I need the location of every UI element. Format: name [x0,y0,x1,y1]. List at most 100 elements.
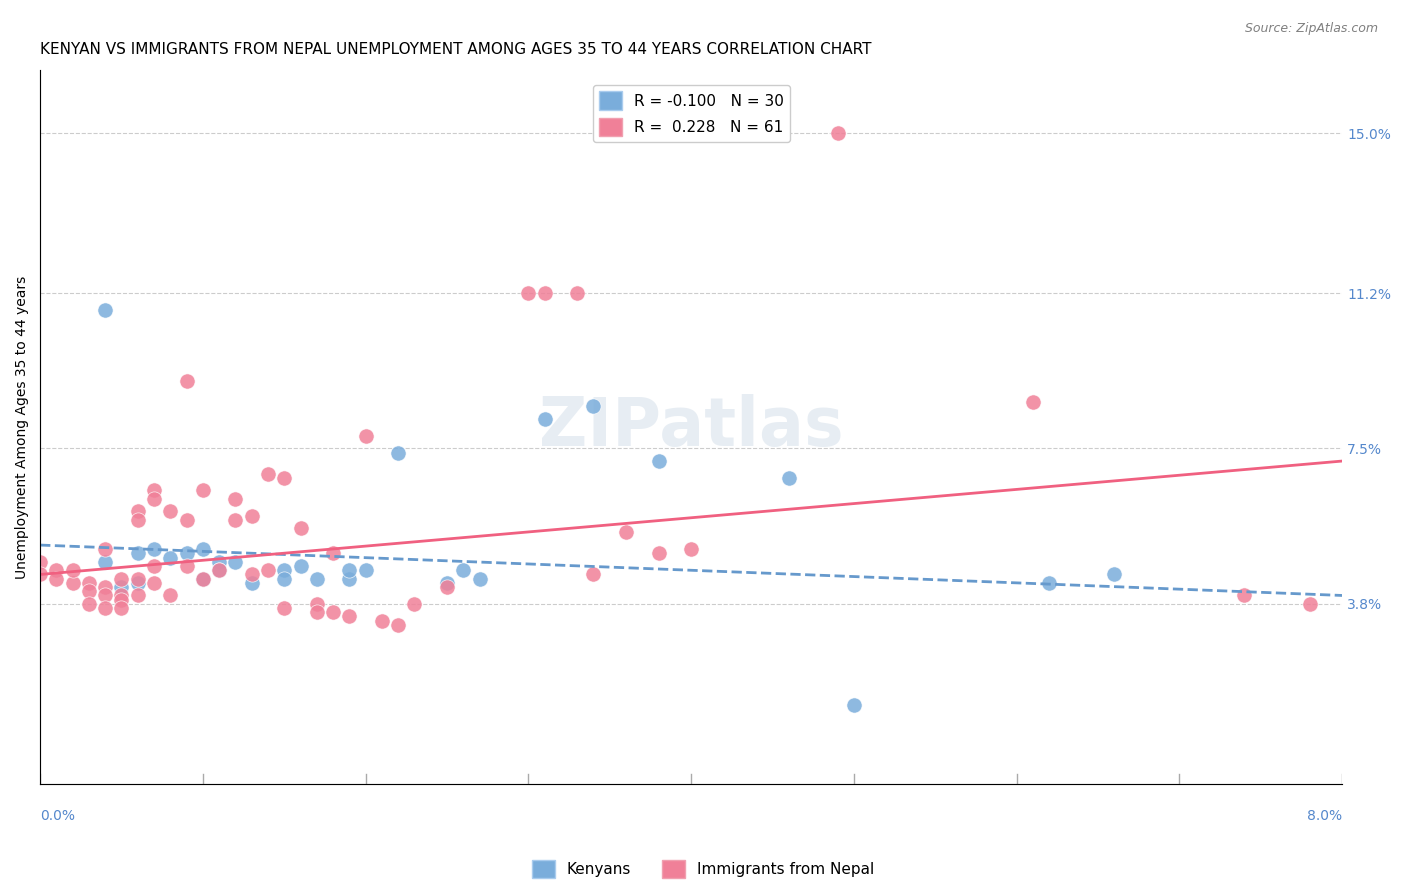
Point [436,575,458,590]
Point [387,445,409,459]
Point [45,572,67,586]
Point [533,412,555,426]
Point [290,559,312,574]
Point [322,546,344,560]
Text: ZIPatlas: ZIPatlas [538,394,844,460]
Point [208,555,231,569]
Point [191,572,214,586]
Point [191,542,214,557]
Legend: R = -0.100   N = 30, R =  0.228   N = 61: R = -0.100 N = 30, R = 0.228 N = 61 [592,86,790,143]
Point [1298,597,1320,611]
Point [176,546,198,560]
Text: Source: ZipAtlas.com: Source: ZipAtlas.com [1244,22,1378,36]
Point [159,504,181,518]
Text: 8.0%: 8.0% [1308,809,1343,823]
Point [647,454,669,468]
Point [582,567,605,582]
Point [127,575,149,590]
Point [224,555,246,569]
Point [30,555,52,569]
Point [305,597,328,611]
Point [77,584,100,599]
Point [842,698,865,712]
Point [371,614,394,628]
Point [143,491,166,506]
Point [45,563,67,577]
Point [94,542,117,557]
Point [94,601,117,615]
Point [404,597,426,611]
Point [176,559,198,574]
Point [337,563,360,577]
Point [468,572,491,586]
Point [240,575,263,590]
Text: KENYAN VS IMMIGRANTS FROM NEPAL UNEMPLOYMENT AMONG AGES 35 TO 44 YEARS CORRELATI: KENYAN VS IMMIGRANTS FROM NEPAL UNEMPLOY… [41,42,872,57]
Point [337,572,360,586]
Point [647,546,669,560]
Point [533,286,555,301]
Point [224,491,246,506]
Point [273,601,295,615]
Point [143,483,166,498]
Point [176,513,198,527]
Point [273,471,295,485]
Point [110,601,132,615]
Point [1233,589,1256,603]
Point [110,589,132,603]
Point [159,589,181,603]
Point [257,467,280,481]
Point [159,550,181,565]
Point [240,567,263,582]
Point [77,575,100,590]
Point [110,572,132,586]
Point [94,302,117,317]
Point [110,580,132,594]
Point [1022,395,1045,409]
Point [127,513,149,527]
Point [1038,575,1060,590]
Text: 0.0%: 0.0% [41,809,75,823]
Point [127,589,149,603]
Point [354,429,377,443]
Y-axis label: Unemployment Among Ages 35 to 44 years: Unemployment Among Ages 35 to 44 years [15,276,30,579]
Point [681,542,703,557]
Point [110,592,132,607]
Point [240,508,263,523]
Point [582,400,605,414]
Point [614,525,637,540]
Point [127,546,149,560]
Point [436,580,458,594]
Point [337,609,360,624]
Point [176,374,198,388]
Point [143,542,166,557]
Point [191,483,214,498]
Point [127,504,149,518]
Point [257,563,280,577]
Point [62,575,84,590]
Point [1104,567,1126,582]
Point [208,563,231,577]
Point [30,567,52,582]
Point [827,127,849,141]
Point [224,513,246,527]
Point [273,572,295,586]
Point [567,286,589,301]
Point [290,521,312,535]
Point [354,563,377,577]
Point [305,572,328,586]
Point [94,580,117,594]
Point [127,572,149,586]
Legend: Kenyans, Immigrants from Nepal: Kenyans, Immigrants from Nepal [526,854,880,884]
Point [94,589,117,603]
Point [451,563,474,577]
Point [77,597,100,611]
Point [322,605,344,619]
Point [191,572,214,586]
Point [387,618,409,632]
Point [208,563,231,577]
Point [273,563,295,577]
Point [778,471,800,485]
Point [305,605,328,619]
Point [143,575,166,590]
Point [62,563,84,577]
